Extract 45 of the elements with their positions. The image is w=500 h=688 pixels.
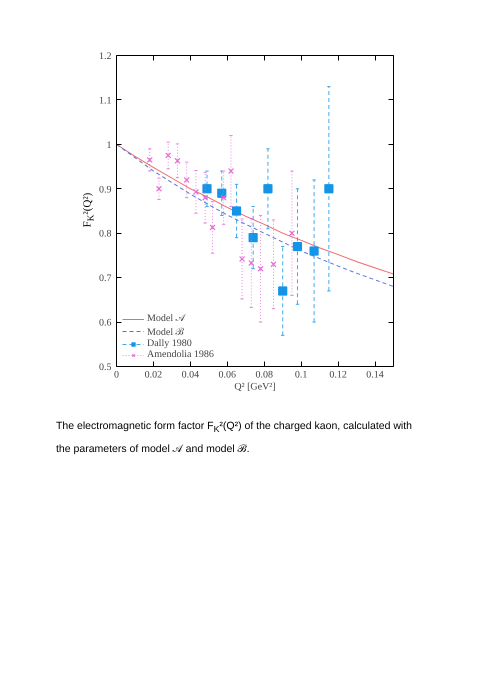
point — [288, 230, 296, 236]
legend-label: Amendolia 1986 — [147, 349, 214, 360]
point — [292, 242, 302, 252]
y-tick-label: 0.8 — [99, 228, 112, 240]
y-tick-label: 0.6 — [99, 318, 112, 329]
point — [165, 152, 172, 159]
point — [192, 188, 199, 195]
x-tick-label: 0.12 — [329, 370, 347, 380]
point — [174, 158, 181, 164]
legend-label: Model 𝒜 — [147, 313, 185, 324]
point — [309, 246, 319, 256]
point — [184, 176, 190, 183]
x-tick-label: 0.06 — [218, 370, 236, 380]
point — [220, 194, 227, 201]
x-tick-label: 0.14 — [366, 370, 384, 380]
point — [209, 224, 216, 231]
y-tick-label: 1.1 — [99, 95, 112, 106]
x-tick-label: 0 — [114, 370, 119, 380]
point — [156, 186, 162, 192]
y-tick-label: 0.5 — [99, 362, 112, 373]
y-tick-label: 1.2 — [99, 51, 112, 62]
legend-label: Model ℬ — [147, 326, 184, 338]
y-tick-label: 1 — [106, 140, 112, 151]
point — [202, 184, 212, 194]
point — [324, 184, 334, 194]
x-tick-label: 0.04 — [182, 370, 200, 380]
point — [146, 156, 153, 163]
y-tick-label: 0.9 — [99, 184, 112, 196]
point — [270, 261, 277, 268]
point — [248, 260, 254, 266]
point — [239, 256, 246, 262]
point — [228, 168, 234, 174]
x-tick-label: 0.02 — [144, 370, 162, 380]
x-tick-label: 0.08 — [255, 370, 273, 380]
point — [263, 184, 273, 194]
legend-label: Dally 1980 — [147, 338, 192, 349]
x-tick-label: 0.1 — [294, 370, 308, 380]
point — [257, 266, 264, 272]
point — [232, 206, 242, 216]
x-axis-title: Q² [GeV²] — [234, 382, 276, 392]
y-tick-label: 0.7 — [99, 273, 112, 284]
point — [202, 194, 208, 201]
text: The electromagnetic form factor F$_{K}$²(Q²) of the charged kaon, calculated with the parameters of model 𝒜 and model ℬ. — [56, 419, 414, 457]
point — [278, 286, 288, 296]
point — [248, 233, 258, 242]
